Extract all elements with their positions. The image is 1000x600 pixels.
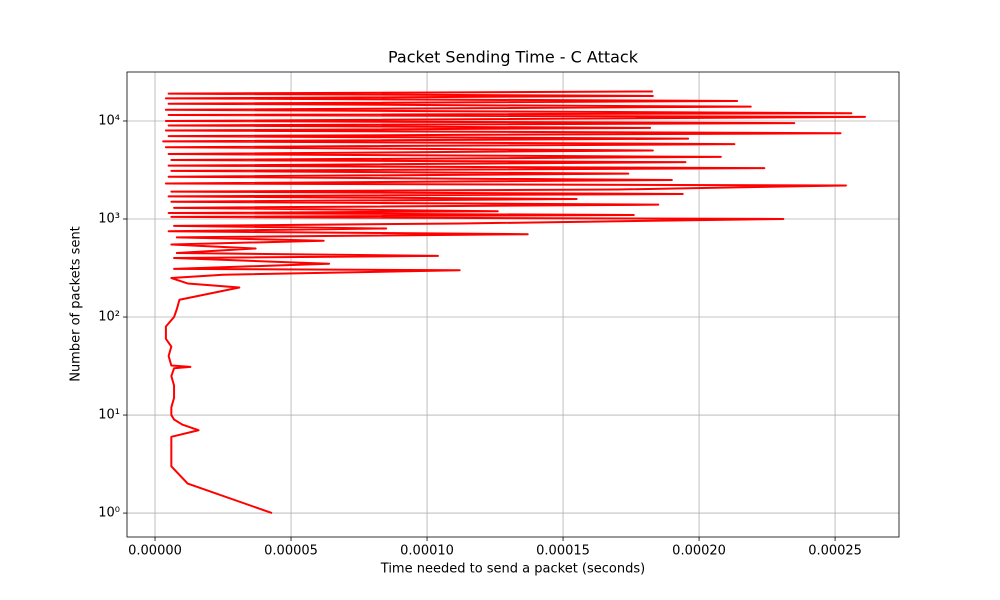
y-tick-label: 10⁰ <box>98 506 120 521</box>
x-tick-label: 0.00000 <box>128 544 182 559</box>
x-tick-label: 0.00015 <box>536 544 590 559</box>
plot-frame <box>126 71 900 538</box>
x-axis-label: Time needed to send a packet (seconds) <box>380 562 645 577</box>
y-tick-label: 10⁴ <box>98 113 120 128</box>
data-line <box>162 90 866 515</box>
x-tick-label: 0.00010 <box>400 544 454 559</box>
chart-title: Packet Sending Time - C Attack <box>388 48 639 67</box>
y-tick-label: 10² <box>98 310 120 325</box>
x-tick-label: 0.00020 <box>672 544 726 559</box>
y-tick-label: 10¹ <box>98 408 120 423</box>
x-tick-label: 0.00005 <box>264 544 318 559</box>
y-axis-label: Number of packets sent <box>69 226 84 382</box>
x-tick-label: 0.00025 <box>808 544 862 559</box>
y-tick-label: 10³ <box>98 212 120 227</box>
